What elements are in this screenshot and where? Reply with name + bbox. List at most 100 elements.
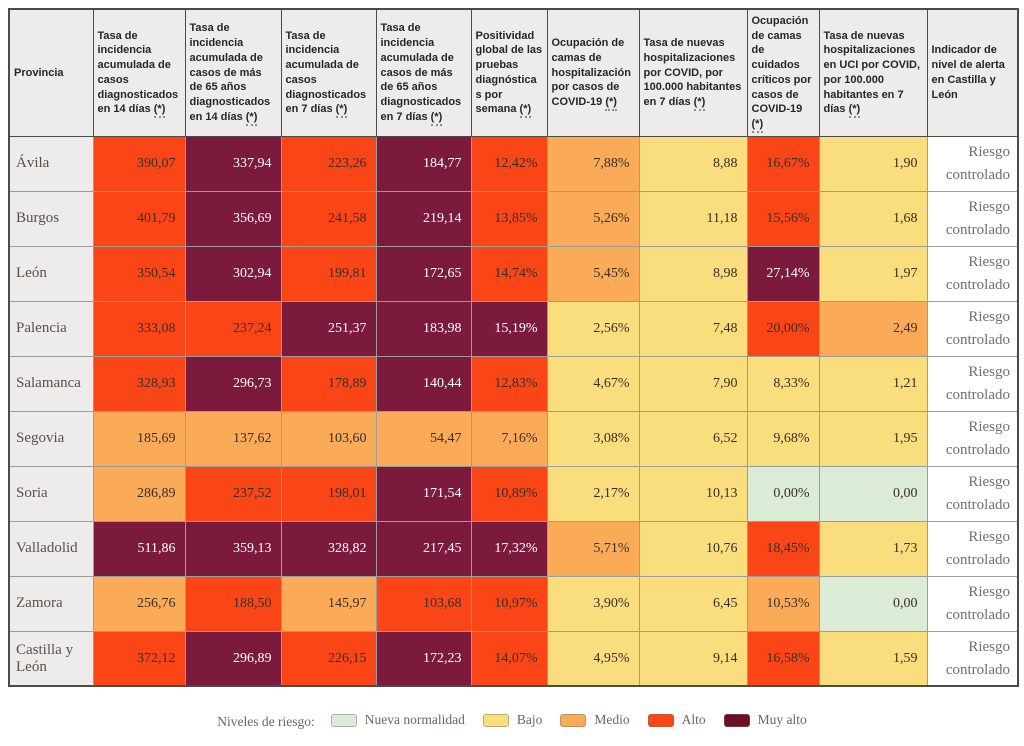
- value-cell: 1,59: [818, 630, 928, 687]
- header-title: Ocupación de camas de hospitalización po…: [551, 37, 631, 109]
- value-cell: 5,45%: [546, 245, 640, 302]
- value-cell: 372,12: [92, 630, 186, 687]
- value-cell: 2,56%: [546, 300, 640, 357]
- header-cell-10: Indicador de nivel de alerta en Castilla…: [926, 8, 1019, 137]
- province-cell: Salamanca: [8, 355, 94, 412]
- value-cell: 9,14: [638, 630, 748, 687]
- legend-label: Nueva normalidad: [364, 712, 465, 728]
- province-cell: Segovia: [8, 410, 94, 467]
- value-cell: 4,67%: [546, 355, 640, 412]
- legend-item: Medio: [560, 712, 630, 728]
- value-cell: 5,71%: [546, 520, 640, 577]
- value-cell: 10,13: [638, 465, 748, 522]
- table-row: Segovia 185,69 137,62 103,60 54,47 7,16% 3,08%…: [8, 410, 1019, 467]
- legend-swatch-alto: [647, 713, 674, 727]
- footnote-tooltip-marker[interactable]: (*): [153, 103, 166, 119]
- value-cell: 185,69: [92, 410, 186, 467]
- footnote-tooltip-marker[interactable]: (*): [335, 103, 348, 119]
- province-cell: Ávila: [8, 135, 94, 192]
- footnote-tooltip-marker[interactable]: (*): [430, 110, 443, 126]
- value-cell: 333,08: [92, 300, 186, 357]
- footnote-tooltip-marker[interactable]: (*): [245, 110, 258, 126]
- legend-title: Niveles de riesgo:: [217, 713, 315, 729]
- value-cell: 27,14%: [746, 245, 820, 302]
- header-cell-0: Provincia: [8, 8, 94, 137]
- value-cell: 183,98: [375, 300, 472, 357]
- legend-swatch-bajo: [482, 713, 509, 727]
- alert-level-cell: Riesgo controlado: [926, 355, 1019, 412]
- alert-level-cell: Riesgo controlado: [926, 630, 1019, 687]
- value-cell: 12,83%: [470, 355, 548, 412]
- alert-level-cell: Riesgo controlado: [926, 300, 1019, 357]
- footnote-tooltip-marker[interactable]: (*): [519, 103, 532, 119]
- value-cell: 0,00: [818, 465, 928, 522]
- legend-items: Nueva normalidad Bajo Medio Alto Muy alto: [330, 712, 807, 731]
- legend-swatch-muyalto: [723, 713, 750, 727]
- legend-label: Alto: [681, 712, 706, 728]
- value-cell: 241,58: [280, 190, 377, 247]
- footnote-tooltip-marker[interactable]: (*): [848, 103, 861, 119]
- legend-item: Bajo: [482, 712, 542, 728]
- value-cell: 137,62: [184, 410, 282, 467]
- value-cell: 198,01: [280, 465, 377, 522]
- value-cell: 2,49: [818, 300, 928, 357]
- value-cell: 16,67%: [746, 135, 820, 192]
- value-cell: 328,82: [280, 520, 377, 577]
- value-cell: 251,37: [280, 300, 377, 357]
- value-cell: 359,13: [184, 520, 282, 577]
- province-cell: Palencia: [8, 300, 94, 357]
- value-cell: 172,65: [375, 245, 472, 302]
- value-cell: 0,00%: [746, 465, 820, 522]
- table-row: León 350,54 302,94 199,81 172,65 14,74% 5,45% 8…: [8, 245, 1019, 302]
- header-cell-6: Ocupación de camas de hospitalización po…: [546, 8, 640, 137]
- value-cell: 103,68: [375, 575, 472, 632]
- value-cell: 6,45: [638, 575, 748, 632]
- value-cell: 15,56%: [746, 190, 820, 247]
- value-cell: 1,90: [818, 135, 928, 192]
- legend-item: Alto: [647, 712, 706, 728]
- footnote-tooltip-marker[interactable]: (*): [751, 118, 764, 134]
- value-cell: 9,68%: [746, 410, 820, 467]
- header-title: Provincia: [14, 66, 64, 79]
- value-cell: 226,15: [280, 630, 377, 687]
- province-cell: Valladolid: [8, 520, 94, 577]
- header-title: Ocupación de camas de cuidados críticos …: [751, 15, 812, 116]
- value-cell: 237,24: [184, 300, 282, 357]
- province-cell: Zamora: [8, 575, 94, 632]
- alert-level-cell: Riesgo controlado: [926, 135, 1019, 192]
- value-cell: 16,58%: [746, 630, 820, 687]
- value-cell: 8,33%: [746, 355, 820, 412]
- province-cell: Castilla y León: [8, 630, 94, 687]
- header-cell-5: Positividad global de las pruebas diagnó…: [470, 8, 548, 137]
- value-cell: 3,90%: [546, 575, 640, 632]
- value-cell: 219,14: [375, 190, 472, 247]
- legend: Niveles de riesgo: Nueva normalidad Bajo M…: [8, 712, 1016, 731]
- value-cell: 302,94: [184, 245, 282, 302]
- header-title: Tasa de incidencia acumulada de casos de…: [189, 22, 271, 123]
- header-cell-1: Tasa de incidencia acumulada de casos di…: [92, 8, 186, 137]
- value-cell: 3,08%: [546, 410, 640, 467]
- value-cell: 296,73: [184, 355, 282, 412]
- value-cell: 184,77: [375, 135, 472, 192]
- header-cell-8: Ocupación de camas de cuidados críticos …: [746, 8, 820, 137]
- value-cell: 350,54: [92, 245, 186, 302]
- alert-level-cell: Riesgo controlado: [926, 190, 1019, 247]
- value-cell: 188,50: [184, 575, 282, 632]
- table-body: Ávila 390,07 337,94 223,26 184,77 12,42% 7,88%…: [8, 135, 1019, 687]
- footnote-tooltip-marker[interactable]: (*): [693, 96, 706, 112]
- risk-table: Provincia Tasa de incidencia acumulada de…: [8, 8, 1019, 688]
- legend-label: Medio: [594, 712, 630, 728]
- province-cell: Burgos: [8, 190, 94, 247]
- legend-swatch-nueva: [330, 713, 357, 727]
- value-cell: 140,44: [375, 355, 472, 412]
- footnote-tooltip-marker[interactable]: (*): [605, 96, 617, 112]
- value-cell: 10,89%: [470, 465, 548, 522]
- value-cell: 12,42%: [470, 135, 548, 192]
- header-title: Tasa de nuevas hospitalizaciones por COV…: [643, 37, 742, 109]
- value-cell: 14,07%: [470, 630, 548, 687]
- value-cell: 11,18: [638, 190, 748, 247]
- value-cell: 217,45: [375, 520, 472, 577]
- value-cell: 7,88%: [546, 135, 640, 192]
- value-cell: 178,89: [280, 355, 377, 412]
